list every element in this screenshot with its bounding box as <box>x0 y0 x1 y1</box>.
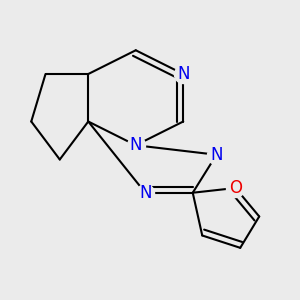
Text: N: N <box>177 65 190 83</box>
Text: N: N <box>130 136 142 154</box>
Text: N: N <box>139 184 152 202</box>
Text: N: N <box>210 146 223 164</box>
Text: O: O <box>229 179 242 197</box>
